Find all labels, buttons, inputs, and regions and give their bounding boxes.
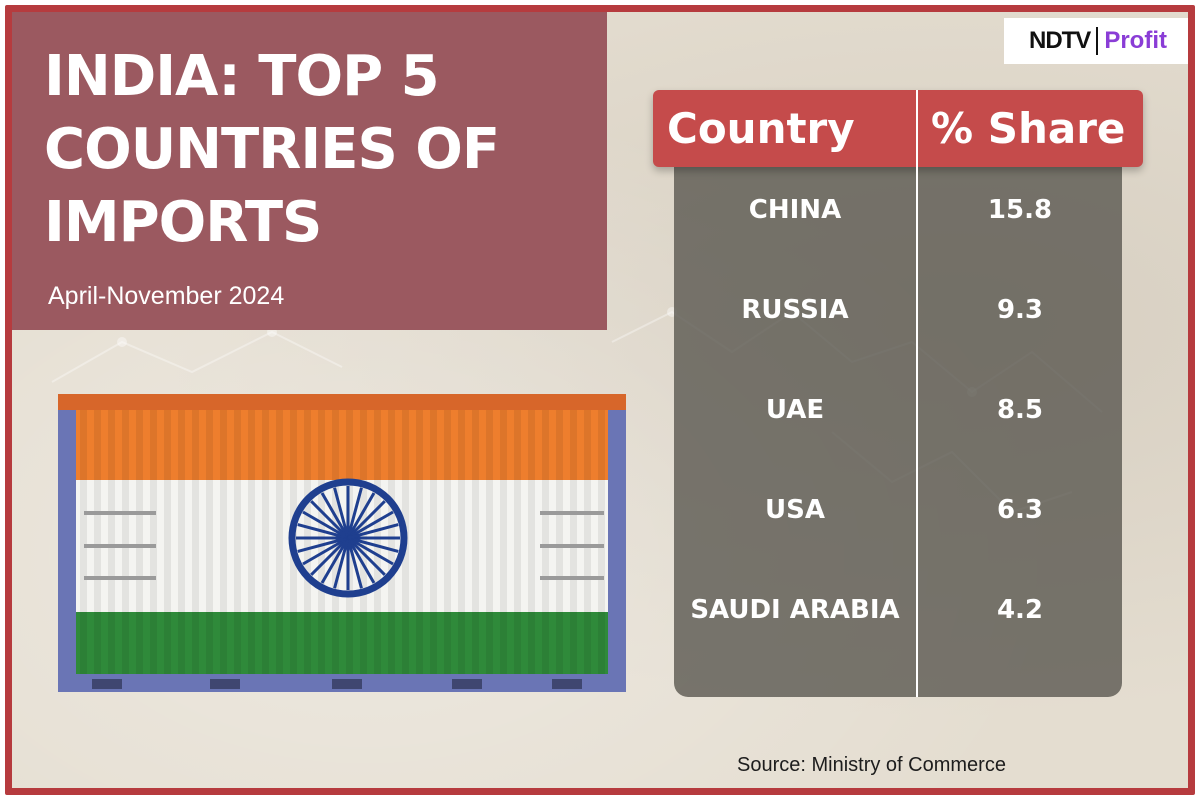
table-header: Country % Share	[653, 90, 1143, 167]
title-panel: INDIA: TOP 5 COUNTRIES OF IMPORTS April-…	[12, 12, 607, 330]
india-flag-shipping-container-illustration	[58, 394, 626, 692]
table-cell-country: UAE	[765, 395, 825, 425]
logo-ndtv-text: NDTV	[1028, 27, 1091, 54]
table-cell-share: 6.3	[996, 495, 1044, 525]
logo-profit-text: Profit	[1104, 27, 1167, 54]
date-subtitle: April-November 2024	[48, 282, 285, 310]
table-cell-share: 8.5	[996, 395, 1044, 425]
ashoka-chakra-icon	[288, 478, 408, 598]
table-cell-country: RUSSIA	[741, 295, 849, 325]
container-top-rail	[58, 394, 626, 410]
table-cell-share: 15.8	[987, 195, 1053, 225]
source-note: Source: Ministry of Commerce	[737, 754, 1006, 776]
table-body-background	[674, 152, 1122, 697]
table-cell-country: CHINA	[748, 195, 842, 225]
table-column-divider	[916, 90, 918, 697]
logo-divider	[1096, 27, 1099, 55]
header-country: Country	[667, 104, 855, 153]
header-share: % Share	[931, 104, 1126, 153]
page-title: INDIA: TOP 5 COUNTRIES OF IMPORTS	[44, 44, 500, 255]
ndtv-profit-logo: NDTV Profit	[1004, 18, 1188, 64]
container-right-post	[608, 396, 626, 688]
table-cell-country: SAUDI ARABIA	[690, 595, 900, 625]
infographic-card: INDIA: TOP 5 COUNTRIES OF IMPORTS April-…	[5, 5, 1195, 795]
table-cell-share: 4.2	[996, 595, 1044, 625]
table-cell-country: USA	[765, 495, 825, 525]
table-cell-share: 9.3	[996, 295, 1044, 325]
container-left-post	[58, 396, 76, 688]
